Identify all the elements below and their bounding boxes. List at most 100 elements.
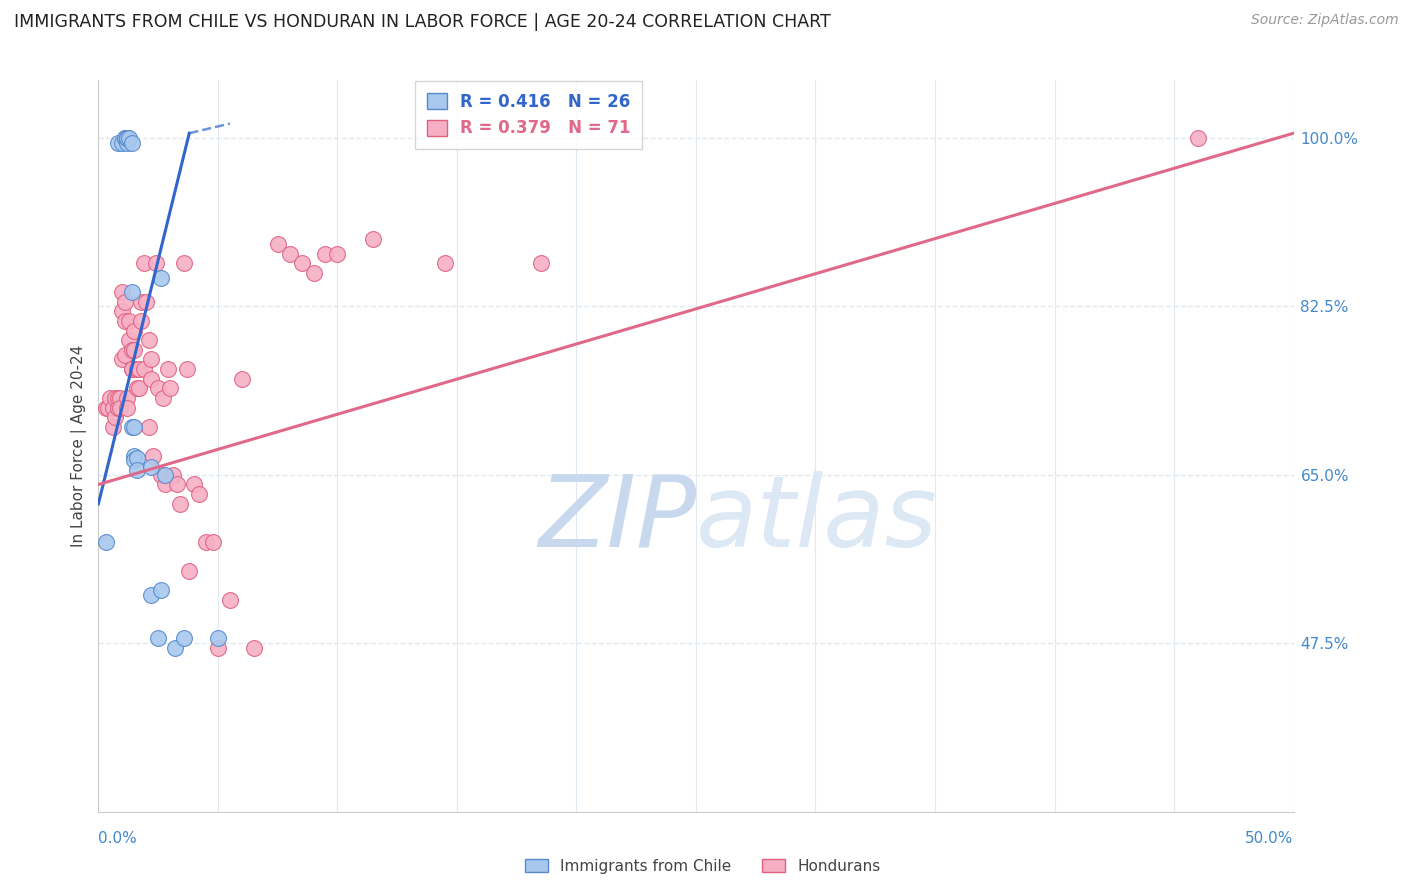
Point [94, 535, 117, 549]
Point [159, 381, 181, 395]
Point [433, 256, 456, 270]
Point [135, 294, 157, 309]
Point [118, 131, 141, 145]
Point [166, 477, 188, 491]
Point [121, 362, 143, 376]
Text: atlas: atlas [696, 471, 938, 567]
Point [291, 256, 314, 270]
Point [114, 314, 136, 328]
Point [101, 419, 124, 434]
Point [128, 381, 150, 395]
Point [152, 391, 174, 405]
Point [115, 401, 138, 415]
Point [155, 477, 177, 491]
Point [124, 324, 146, 338]
Point [179, 564, 201, 578]
Point [125, 450, 148, 465]
Point [132, 362, 155, 376]
Point [149, 270, 172, 285]
Point [142, 449, 165, 463]
Point [139, 460, 162, 475]
Point [148, 381, 170, 395]
Point [104, 391, 127, 405]
Point [124, 453, 146, 467]
Point [114, 348, 136, 362]
Point [115, 391, 138, 405]
Point [194, 535, 218, 549]
Point [148, 632, 170, 646]
Point [176, 362, 198, 376]
Point [94, 401, 117, 415]
Point [107, 391, 129, 405]
Point [326, 246, 349, 260]
Point [111, 285, 134, 299]
Point [121, 136, 143, 150]
Y-axis label: In Labor Force | Age 20-24: In Labor Force | Age 20-24 [72, 345, 87, 547]
Point [302, 266, 325, 280]
Point [124, 419, 146, 434]
Point [104, 410, 127, 425]
Point [139, 352, 162, 367]
Point [132, 256, 155, 270]
Point [169, 497, 191, 511]
Point [187, 487, 209, 501]
Point [108, 391, 131, 405]
Point [173, 256, 195, 270]
Text: IMMIGRANTS FROM CHILE VS HONDURAN IN LABOR FORCE | AGE 20-24 CORRELATION CHART: IMMIGRANTS FROM CHILE VS HONDURAN IN LAB… [14, 13, 831, 31]
Point [315, 246, 337, 260]
Text: Source: ZipAtlas.com: Source: ZipAtlas.com [1251, 13, 1399, 28]
Point [145, 256, 167, 270]
Point [363, 232, 385, 246]
Point [149, 583, 172, 598]
Point [243, 641, 266, 656]
Point [149, 467, 172, 482]
Point [101, 401, 124, 415]
Point [231, 371, 253, 385]
Point [163, 641, 186, 656]
Point [125, 362, 148, 376]
Point [207, 641, 229, 656]
Point [107, 136, 129, 150]
Point [121, 285, 143, 299]
Point [121, 419, 143, 434]
Point [156, 362, 179, 376]
Text: 50.0%: 50.0% [1246, 831, 1294, 846]
Point [115, 131, 138, 145]
Point [278, 246, 301, 260]
Point [128, 362, 150, 376]
Point [125, 463, 148, 477]
Text: ZIP: ZIP [537, 471, 696, 567]
Point [155, 467, 177, 482]
Point [138, 419, 160, 434]
Point [107, 401, 129, 415]
Point [111, 136, 134, 150]
Point [115, 136, 138, 150]
Point [121, 362, 143, 376]
Point [202, 535, 225, 549]
Point [529, 256, 551, 270]
Point [173, 632, 195, 646]
Point [98, 391, 122, 405]
Point [267, 236, 290, 251]
Point [131, 314, 153, 328]
Legend: Immigrants from Chile, Hondurans: Immigrants from Chile, Hondurans [519, 853, 887, 880]
Legend: R = 0.416   N = 26, R = 0.379   N = 71: R = 0.416 N = 26, R = 0.379 N = 71 [415, 81, 643, 149]
Point [114, 294, 136, 309]
Point [124, 343, 146, 357]
Point [124, 449, 146, 463]
Point [125, 381, 148, 395]
Point [97, 401, 120, 415]
Point [138, 333, 160, 347]
Point [162, 467, 184, 482]
Point [114, 131, 136, 145]
Point [1187, 131, 1209, 145]
Point [219, 593, 242, 607]
Point [114, 131, 136, 145]
Point [118, 333, 141, 347]
Point [115, 131, 138, 145]
Point [131, 294, 153, 309]
Point [111, 352, 134, 367]
Point [207, 632, 229, 646]
Point [111, 304, 134, 318]
Point [121, 343, 143, 357]
